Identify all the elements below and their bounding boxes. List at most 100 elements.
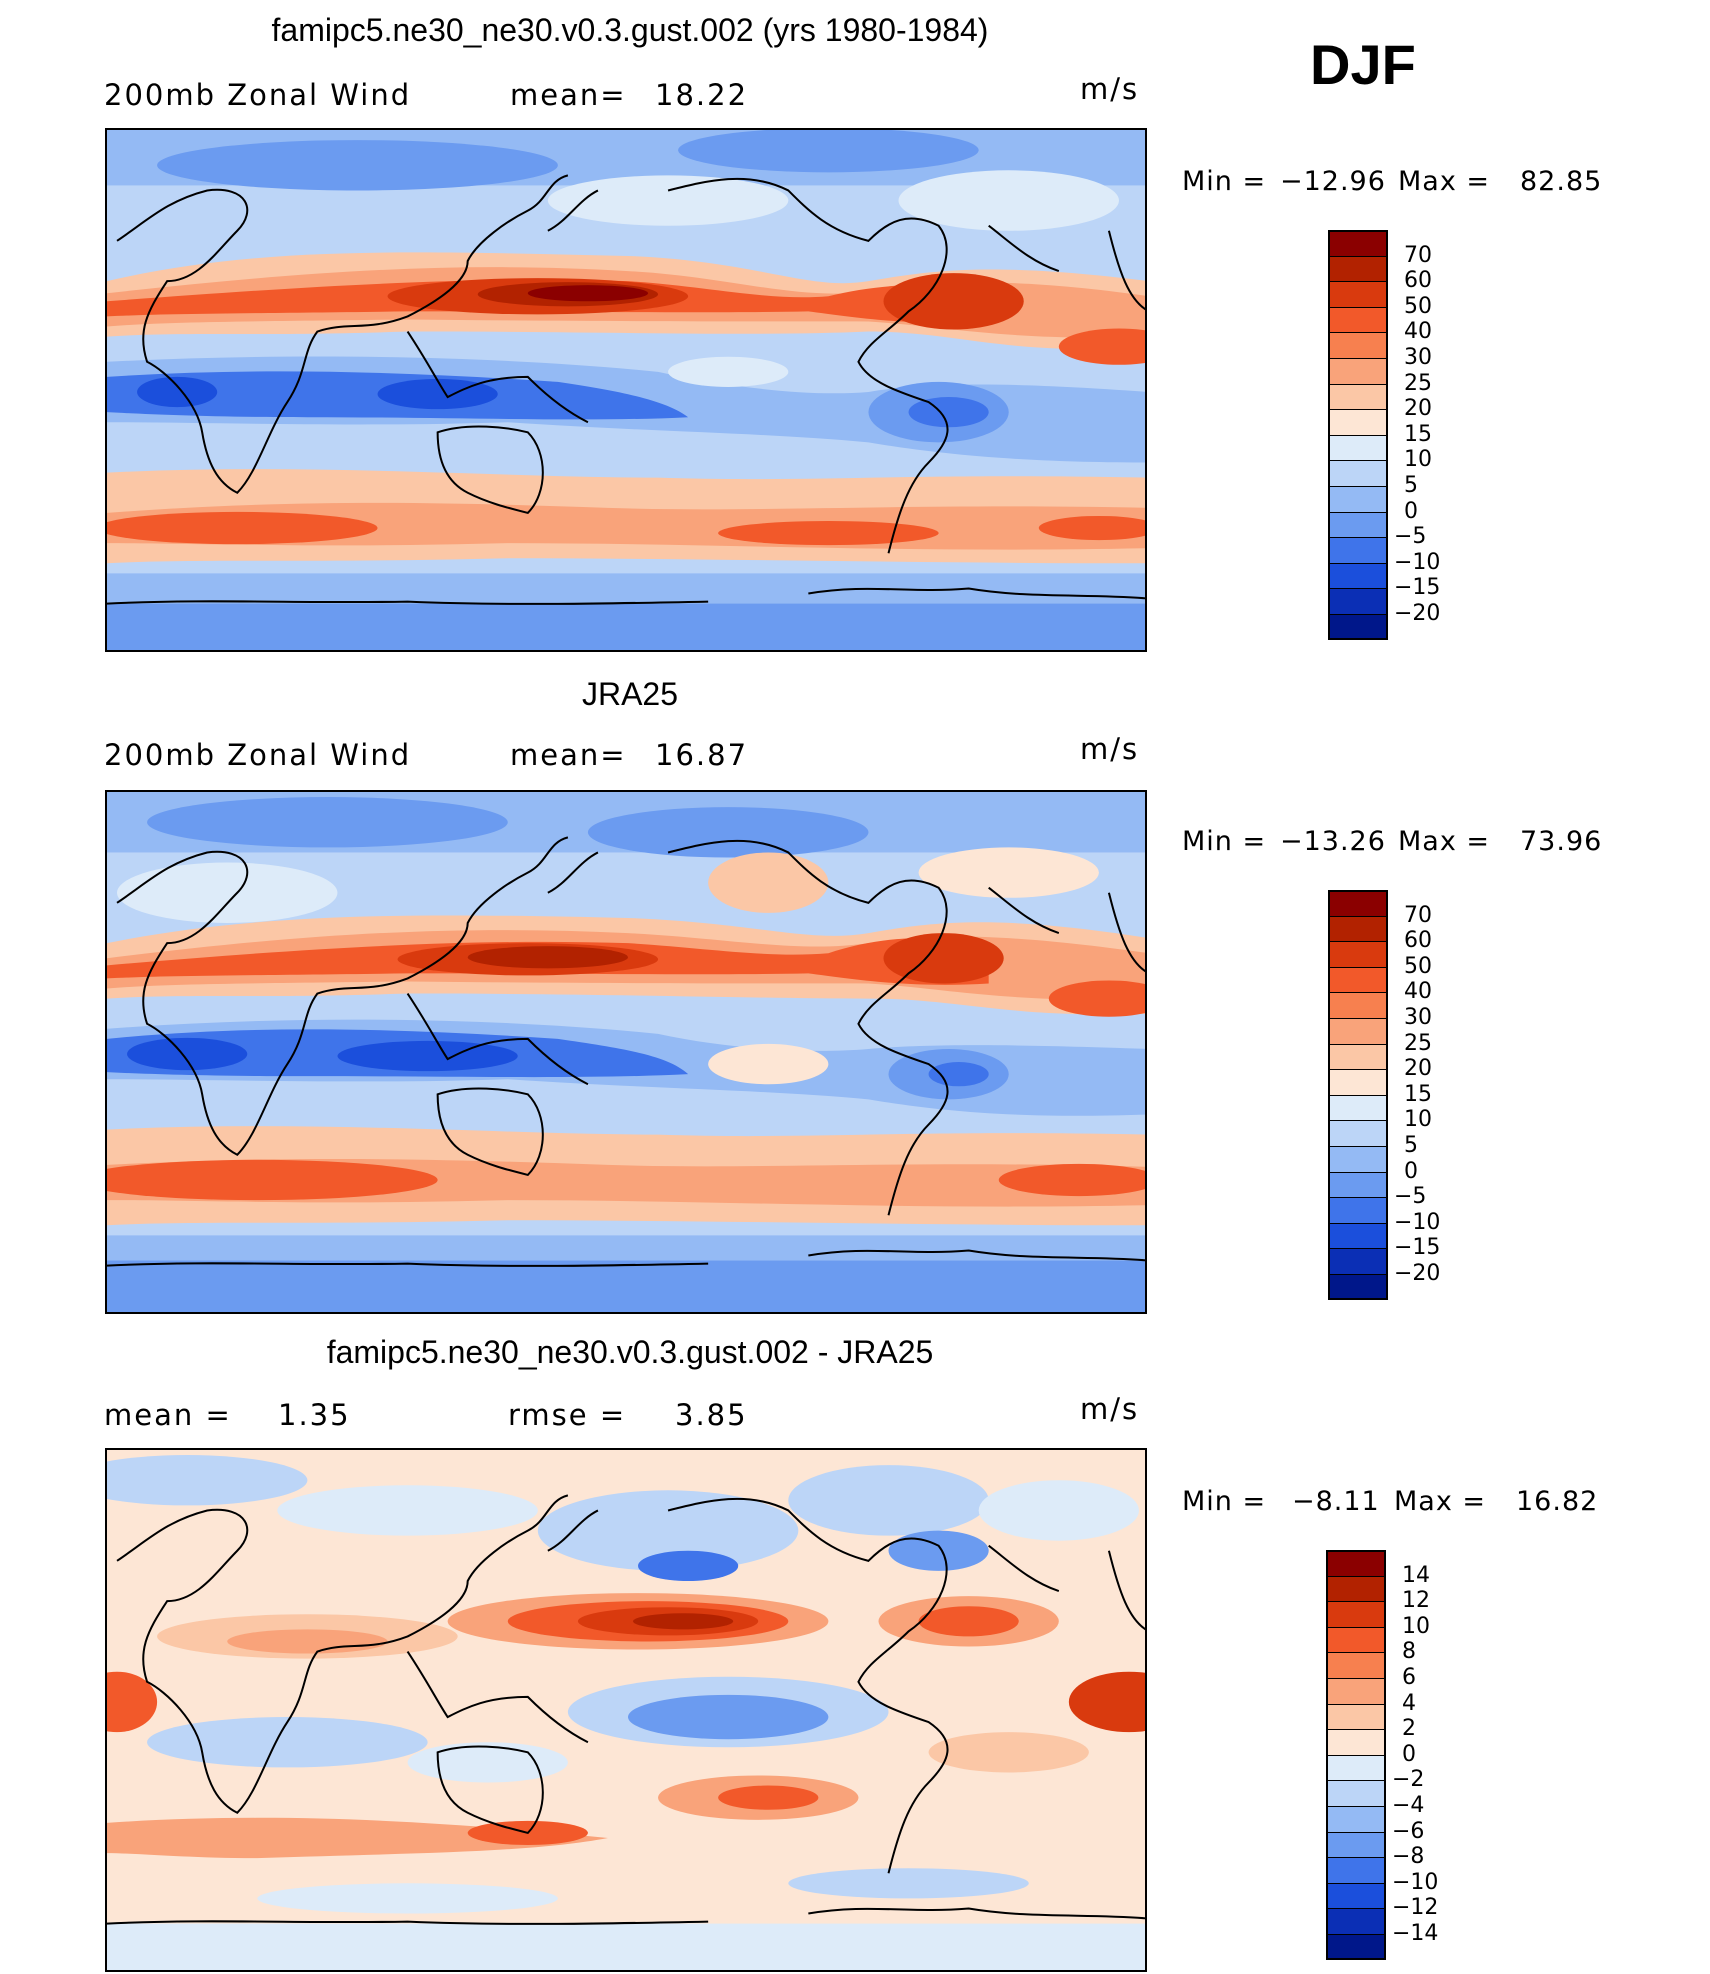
- panel3-max-value: 16.82: [1516, 1486, 1599, 1517]
- colorbar-cell: [1328, 1222, 1388, 1249]
- panel3-mean-label: mean =: [104, 1398, 232, 1432]
- panel3-max-label: Max =: [1394, 1486, 1487, 1517]
- colorbar-cell: [1328, 1248, 1388, 1274]
- colorbar-cell: [1328, 1171, 1388, 1198]
- colorbar-cell: [1328, 1146, 1388, 1172]
- colorbar-tick-label: 30: [1404, 345, 1432, 370]
- colorbar-tick-label: −20: [1394, 1261, 1441, 1286]
- panel1-map: [105, 128, 1147, 652]
- colorbar-tick-label: −15: [1394, 575, 1441, 601]
- panel3-rmse-label: rmse =: [508, 1398, 627, 1432]
- panel2-map: [105, 790, 1147, 1314]
- colorbar-cell: [1328, 1018, 1388, 1044]
- panel1-min-value: −12.96: [1280, 166, 1386, 197]
- colorbar-cell: [1326, 1652, 1386, 1678]
- colorbar-tick-label: 0: [1402, 1741, 1416, 1767]
- colorbar-cell: [1328, 434, 1388, 461]
- colorbar-tick-label: 40: [1404, 979, 1432, 1005]
- colorbar-tick-label: −2: [1392, 1767, 1425, 1793]
- colorbar-tick-label: 50: [1404, 293, 1432, 319]
- colorbar-tick-label: −10: [1392, 1869, 1439, 1895]
- colorbar-tick-label: 60: [1404, 268, 1432, 294]
- colorbar-tick-label: −8: [1392, 1844, 1425, 1870]
- panel2-max-label: Max =: [1398, 826, 1491, 857]
- colorbar-cell: [1328, 255, 1388, 282]
- colorbar-cell: [1326, 1550, 1386, 1576]
- colorbar-cell: [1328, 486, 1388, 512]
- panel3-mean-value: 1.35: [278, 1398, 351, 1432]
- colorbar-cell: [1328, 1120, 1388, 1146]
- colorbar-tick-label: 10: [1404, 447, 1432, 473]
- colorbar-cell: [1326, 1934, 1386, 1960]
- colorbar-tick-label: −20: [1394, 601, 1441, 626]
- panel1-mean-label: mean=: [510, 78, 627, 112]
- colorbar-cell: [1326, 1626, 1386, 1653]
- colorbar-cell: [1328, 1069, 1388, 1095]
- panel2-mean-value: 16.87: [655, 738, 749, 772]
- panel1-min-label: Min =: [1182, 166, 1267, 197]
- colorbar-tick-label: 5: [1404, 473, 1418, 498]
- colorbar-cell: [1328, 511, 1388, 538]
- colorbar-tick-label: 2: [1402, 1716, 1416, 1742]
- panel3-min-value: −8.11: [1292, 1486, 1380, 1517]
- panel2-colorbar: 70 60 50 40 30 25 20 15 10 5 0 −5 −10 −15 −20: [1328, 890, 1498, 1300]
- colorbar-cell: [1328, 588, 1388, 614]
- colorbar-tick-label: 12: [1402, 1588, 1430, 1614]
- panel1-title: famipc5.ne30_ne30.v0.3.gust.002 (yrs 198…: [271, 12, 989, 48]
- colorbar-cell: [1326, 1857, 1386, 1883]
- panel1-max-value: 82.85: [1520, 166, 1603, 197]
- colorbar-tick-label: −6: [1392, 1818, 1425, 1844]
- colorbar-cell: [1326, 1806, 1386, 1832]
- panel3-min-label: Min =: [1182, 1486, 1267, 1517]
- colorbar-tick-label: 25: [1404, 370, 1432, 396]
- colorbar-tick-label: 60: [1404, 928, 1432, 954]
- colorbar-tick-label: 50: [1404, 953, 1432, 979]
- panel2-min-value: −13.26: [1280, 826, 1386, 857]
- colorbar-tick-label: 25: [1404, 1030, 1432, 1056]
- colorbar-cell: [1328, 614, 1388, 640]
- colorbar-tick-label: 20: [1404, 396, 1432, 422]
- colorbar-tick-label: 20: [1404, 1056, 1432, 1082]
- panel2-units: m/s: [1080, 732, 1140, 766]
- colorbar-tick-label: 15: [1404, 1081, 1432, 1107]
- colorbar-cell: [1328, 915, 1388, 942]
- panel1-mean-value: 18.22: [655, 78, 749, 112]
- panel1-max-label: Max =: [1398, 166, 1491, 197]
- colorbar-cell: [1328, 409, 1388, 435]
- colorbar-cell: [1328, 332, 1388, 358]
- panel1-colorbar: 70 60 50 40 30 25 20 15 10 5 0 −5 −10 −15 −20: [1328, 230, 1498, 640]
- colorbar-cell: [1328, 383, 1388, 410]
- panel2-max-value: 73.96: [1520, 826, 1603, 857]
- colorbar-cell: [1328, 281, 1388, 307]
- colorbar-cell: [1326, 1678, 1386, 1704]
- colorbar-cell: [1328, 306, 1388, 333]
- colorbar-tick-label: −5: [1394, 524, 1427, 550]
- panel2-variable-label: 200mb Zonal Wind: [104, 738, 412, 772]
- colorbar-tick-label: −5: [1394, 1184, 1427, 1210]
- panel1-units: m/s: [1080, 72, 1140, 106]
- colorbar-cell: [1328, 358, 1388, 384]
- colorbar-tick-label: 4: [1402, 1690, 1416, 1716]
- colorbar-cell: [1326, 1754, 1386, 1781]
- colorbar-tick-label: 8: [1402, 1639, 1416, 1665]
- panel3-colorbar: 14 12 10 8 6 4 2 0 −2 −4 −6 −8 −10 −12 −14: [1326, 1550, 1496, 1960]
- colorbar-cell: [1328, 1043, 1388, 1070]
- panel3-rmse-value: 3.85: [675, 1398, 748, 1432]
- colorbar-cell: [1328, 966, 1388, 993]
- colorbar-frame: [1326, 1550, 1386, 1960]
- colorbar-tick-label: −14: [1392, 1921, 1439, 1946]
- colorbar-tick-label: 14: [1402, 1562, 1430, 1588]
- colorbar-cell: [1328, 460, 1388, 486]
- colorbar-cell: [1328, 562, 1388, 589]
- colorbar-tick-label: 10: [1404, 1107, 1432, 1133]
- season-label: DJF: [1310, 33, 1416, 96]
- colorbar-cell: [1326, 1575, 1386, 1602]
- colorbar-tick-label: 6: [1402, 1665, 1416, 1690]
- colorbar-cell: [1328, 1197, 1388, 1223]
- colorbar-tick-label: 5: [1404, 1133, 1418, 1158]
- panel3-title: famipc5.ne30_ne30.v0.3.gust.002 - JRA25: [326, 1334, 934, 1370]
- panel1-variable-label: 200mb Zonal Wind: [104, 78, 412, 112]
- colorbar-tick-label: 70: [1404, 242, 1432, 268]
- colorbar-tick-label: 0: [1404, 498, 1418, 524]
- colorbar-tick-label: 70: [1404, 902, 1432, 928]
